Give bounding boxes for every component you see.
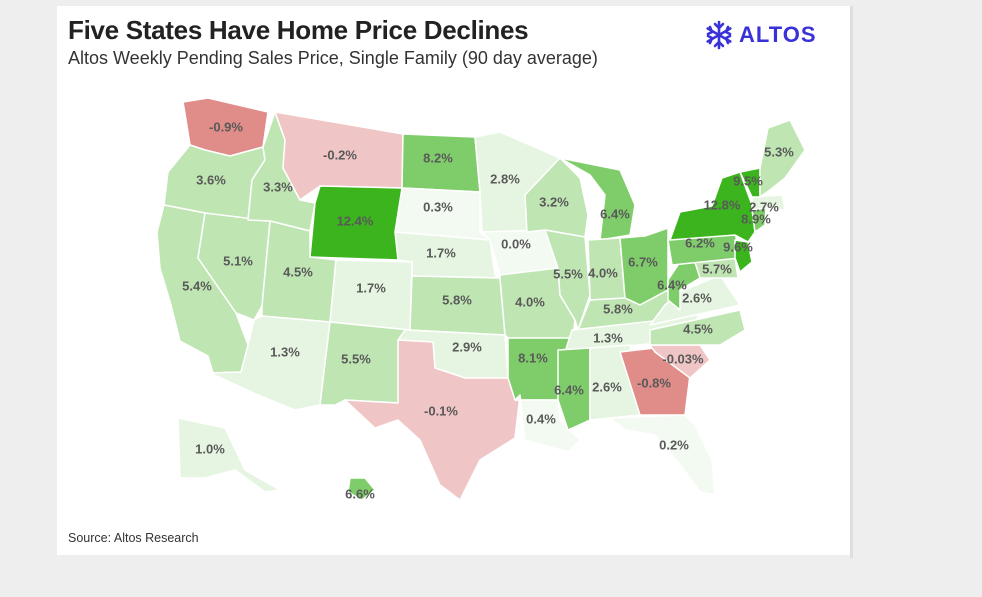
state-shape-ms xyxy=(557,347,591,431)
state-shape-tx xyxy=(344,339,521,501)
state-label-wy: 12.4% xyxy=(337,213,374,228)
state-label-id: 3.3% xyxy=(263,179,293,194)
state-shape-wy xyxy=(309,185,403,261)
state-shape-wi xyxy=(524,157,589,238)
state-shape-ak xyxy=(177,417,281,493)
state-label-mt: -0.2% xyxy=(323,147,357,162)
state-label-sc: -0.03% xyxy=(662,351,704,366)
state-label-tn: 1.3% xyxy=(593,330,623,345)
state-shape-ma xyxy=(751,194,786,211)
state-label-mo: 4.0% xyxy=(515,294,545,309)
altos-logo-text: ALTOS xyxy=(739,22,817,47)
state-label-nc: 4.5% xyxy=(683,321,713,336)
state-label-nv: 5.1% xyxy=(223,253,253,268)
state-shape-nc xyxy=(649,309,746,346)
state-label-ne: 1.7% xyxy=(426,245,456,260)
state-shape-me xyxy=(759,119,806,198)
state-label-mi: 6.4% xyxy=(600,206,630,221)
source-note: Source: Altos Research xyxy=(68,531,199,545)
state-label-ar: 8.1% xyxy=(518,350,548,365)
state-label-nd: 8.2% xyxy=(423,150,453,165)
state-shape-mi xyxy=(559,157,636,241)
state-label-ks: 5.8% xyxy=(442,292,472,307)
chart-title: Five States Have Home Price Declines xyxy=(68,15,529,45)
state-label-ca: 5.4% xyxy=(182,278,212,293)
state-label-nm: 5.5% xyxy=(341,351,371,366)
chart-card: Five States Have Home Price Declines Alt… xyxy=(57,6,850,555)
state-label-ut: 4.5% xyxy=(283,264,313,279)
us-map: -0.9% 3.6% 5.4% 5.1% 3.3% -0.2% 12.4% 4.5% 1.3% 1… xyxy=(156,97,806,501)
state-label-ky: 5.8% xyxy=(603,301,633,316)
state-label-fl: 0.2% xyxy=(659,437,689,452)
state-label-oh: 6.7% xyxy=(628,254,658,269)
state-label-la: 0.4% xyxy=(526,411,556,426)
state-label-nj: 9.6% xyxy=(723,239,753,254)
altos-logo: ALTOS xyxy=(705,20,817,50)
state-label-ma: 2.7% xyxy=(749,199,779,214)
state-label-ny: 12.8% xyxy=(704,197,741,212)
state-label-tx: -0.1% xyxy=(424,403,458,418)
state-label-wa: -0.9% xyxy=(209,119,243,134)
state-label-az: 1.3% xyxy=(270,344,300,359)
state-label-or: 3.6% xyxy=(196,172,226,187)
state-shape-fl xyxy=(609,414,716,496)
state-label-sd: 0.3% xyxy=(423,199,453,214)
state-label-pa: 6.2% xyxy=(685,235,715,250)
state-label-ct: 8.9% xyxy=(741,211,771,226)
card-shadow xyxy=(850,6,853,558)
state-label-co: 1.7% xyxy=(356,280,386,295)
altos-snowflake-icon xyxy=(706,20,732,50)
state-label-va: 2.6% xyxy=(682,290,712,305)
state-shape-hi xyxy=(347,477,376,501)
state-shape-il xyxy=(544,229,591,331)
chart-subtitle: Altos Weekly Pending Sales Price, Single… xyxy=(68,48,598,68)
state-label-wv: 6.4% xyxy=(657,277,687,292)
state-label-hi: 6.6% xyxy=(345,486,375,501)
state-label-ga: -0.8% xyxy=(637,375,671,390)
state-label-al: 2.6% xyxy=(592,379,622,394)
state-label-md: 5.7% xyxy=(702,261,732,276)
state-label-ak: 1.0% xyxy=(195,441,225,456)
state-label-mn: 2.8% xyxy=(490,171,520,186)
state-label-il: 5.5% xyxy=(553,266,583,281)
state-label-ms: 6.4% xyxy=(554,382,584,397)
state-label-vt: 9.5% xyxy=(733,173,763,188)
state-label-me: 5.3% xyxy=(764,144,794,159)
state-label-wi: 3.2% xyxy=(539,194,569,209)
state-label-ia: 0.0% xyxy=(501,236,531,251)
state-label-ok: 2.9% xyxy=(452,339,482,354)
state-label-in: 4.0% xyxy=(588,265,618,280)
